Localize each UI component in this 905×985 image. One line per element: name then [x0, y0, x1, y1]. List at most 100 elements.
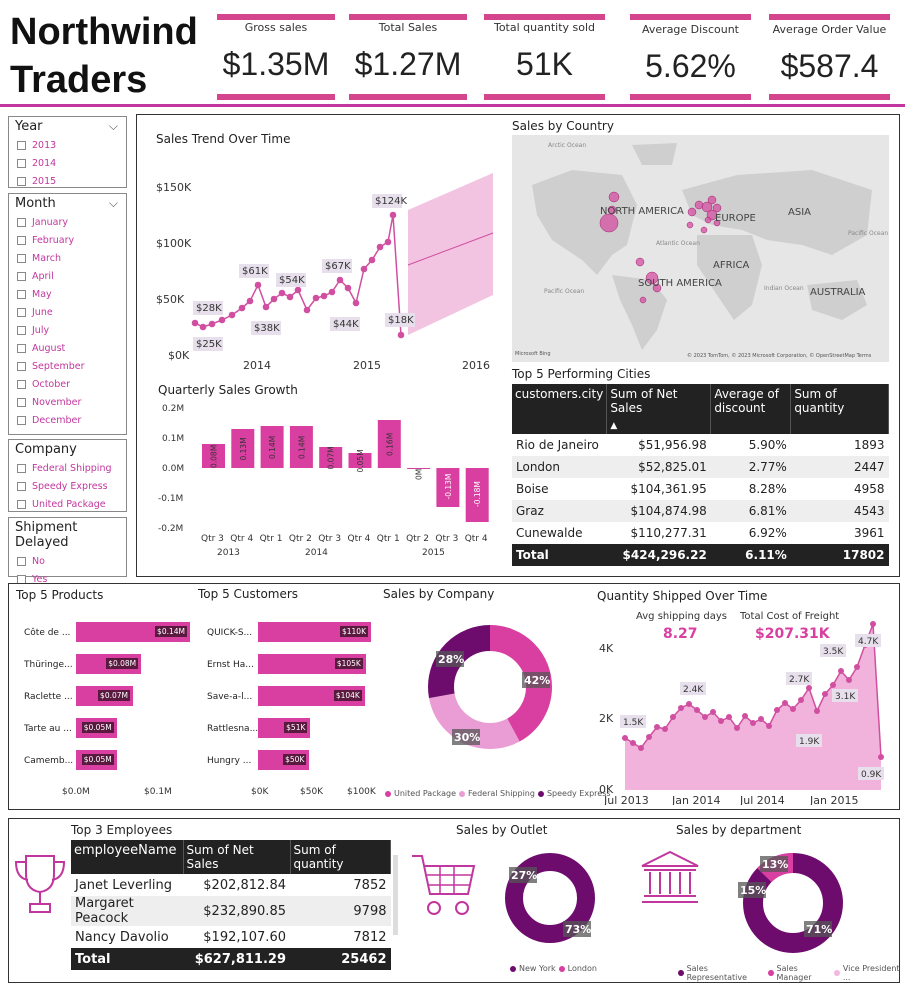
y-tick: 0.1M: [162, 434, 184, 444]
slicer-option[interactable]: May: [9, 285, 126, 303]
table-cell: 1893: [853, 438, 885, 452]
bar[interactable]: $0.05M: [76, 718, 117, 738]
slicer-option[interactable]: 2014: [9, 154, 126, 172]
world-map[interactable]: NORTH AMERICA EUROPE ASIA AFRICA SOUTH A…: [512, 135, 889, 362]
chevron-down-icon[interactable]: ⌵: [108, 196, 118, 210]
slicer-option[interactable]: November: [9, 393, 126, 411]
checkbox[interactable]: [17, 463, 26, 473]
chevron-down-icon[interactable]: ⌵: [108, 119, 118, 133]
legend-label: London: [567, 964, 597, 973]
slicer-option[interactable]: Federal Shipping: [9, 459, 126, 477]
checkbox[interactable]: [17, 271, 26, 281]
slicer-option[interactable]: Speedy Express: [9, 477, 126, 495]
col-header[interactable]: Sum of quantity: [290, 840, 391, 874]
category-label: Hungry ...: [207, 756, 252, 766]
bar[interactable]: $0.14M: [76, 622, 190, 642]
table-scrollbar[interactable]: [393, 855, 398, 935]
slicer-option[interactable]: July: [9, 321, 126, 339]
slicer-company[interactable]: Company Federal Shipping Speedy Express Un…: [8, 439, 127, 512]
slicer-option[interactable]: February: [9, 231, 126, 249]
slicer-option[interactable]: June: [9, 303, 126, 321]
checkbox[interactable]: [17, 235, 26, 245]
region-label: ASIA: [788, 207, 811, 218]
quarter-tick: Qtr 2: [289, 534, 312, 544]
bar[interactable]: $51K: [258, 718, 311, 738]
shipped-point: [726, 714, 732, 720]
col-header[interactable]: Sum of Net Sales: [183, 840, 291, 874]
data-label: 1.5K: [623, 718, 644, 728]
table-row[interactable]: Rio de Janeiro $51,956.98 5.90% 1893: [512, 434, 889, 456]
slicer-year[interactable]: Year ⌵ 2013 2014 2015: [8, 116, 127, 188]
col-header[interactable]: employeeName: [71, 840, 184, 874]
checkbox[interactable]: [17, 361, 26, 371]
checkbox[interactable]: [17, 415, 26, 425]
col-header[interactable]: Sum of quantity: [790, 384, 889, 434]
bar[interactable]: $0.08M: [76, 654, 142, 674]
ocean-label: Pacific Ocean: [544, 288, 584, 295]
slicer-option[interactable]: September: [9, 357, 126, 375]
table-cell: 6.11%: [710, 544, 791, 566]
employees-table: employeeName Sum of Net Sales Sum of qua…: [71, 840, 391, 970]
checkbox[interactable]: [17, 140, 26, 150]
slicer-option[interactable]: 2013: [9, 136, 126, 154]
table-cell: 4958: [853, 482, 885, 496]
data-label: 3.1K: [835, 692, 856, 702]
bar-label: $110K: [339, 626, 368, 637]
bar[interactable]: $0.05M: [76, 750, 117, 770]
col-header[interactable]: Sum of Net Sales ▲: [606, 384, 712, 434]
table-cell: $202,812.84: [203, 877, 286, 893]
bar[interactable]: $105K: [258, 654, 366, 674]
slicer-month[interactable]: Month ⌵ January February March April May June…: [8, 193, 127, 435]
trend-point: [199, 323, 207, 331]
checkbox[interactable]: [17, 499, 26, 509]
checkbox[interactable]: [17, 379, 26, 389]
slicer-option[interactable]: August: [9, 339, 126, 357]
bar-label: $0.07M: [98, 690, 130, 701]
table-row[interactable]: Janet Leverling $202,812.84 7852: [71, 874, 391, 896]
slicer-option[interactable]: December: [9, 411, 126, 429]
bar[interactable]: $0.07M: [76, 686, 133, 706]
col-header[interactable]: Average of discount: [710, 384, 792, 434]
checkbox[interactable]: [17, 158, 26, 168]
table-row[interactable]: Graz $104,874.98 6.81% 4543: [512, 500, 889, 522]
data-label: $61K: [242, 266, 268, 277]
checkbox[interactable]: [17, 176, 26, 186]
trend-point: [320, 292, 328, 300]
region-label: AFRICA: [713, 260, 749, 271]
checkbox[interactable]: [17, 481, 26, 491]
checkbox[interactable]: [17, 325, 26, 335]
checkbox[interactable]: [17, 343, 26, 353]
legend-dot: [834, 970, 840, 976]
sort-ascending-icon[interactable]: ▲: [610, 421, 618, 431]
bar[interactable]: $50K: [258, 750, 310, 770]
slicer-option[interactable]: January: [9, 213, 126, 231]
y-tick: 4K: [599, 642, 614, 655]
slicer-option[interactable]: No: [9, 552, 126, 570]
x-tick: Jan 2015: [809, 794, 858, 805]
checkbox[interactable]: [17, 217, 26, 227]
kpi-value: $1.35M: [222, 46, 330, 82]
checkbox[interactable]: [17, 397, 26, 407]
checkbox[interactable]: [17, 289, 26, 299]
col-header[interactable]: customers.city: [512, 384, 608, 434]
table-row[interactable]: Boise $104,361.95 8.28% 4958: [512, 478, 889, 500]
checkbox[interactable]: [17, 253, 26, 263]
bar[interactable]: $104K: [258, 686, 365, 706]
slicer-option[interactable]: 2015: [9, 172, 126, 190]
table-row[interactable]: Margaret Peacock $232,890.85 9798: [71, 896, 391, 926]
slicer-option[interactable]: United Package: [9, 495, 126, 513]
outlet-legend: New York London: [510, 964, 597, 973]
bar[interactable]: $110K: [258, 622, 371, 642]
slicer-option[interactable]: October: [9, 375, 126, 393]
slicer-shipment-delayed[interactable]: Shipment Delayed No Yes: [8, 517, 127, 585]
table-row[interactable]: London $52,825.01 2.77% 2447: [512, 456, 889, 478]
checkbox[interactable]: [17, 556, 26, 566]
table-row[interactable]: Nancy Davolio $192,107.60 7812: [71, 926, 391, 948]
shipped-area: [625, 624, 881, 790]
bar-label: $0.14M: [155, 626, 187, 637]
table-row[interactable]: Cunewalde $110,277.31 6.92% 3961: [512, 522, 889, 544]
slicer-option[interactable]: March: [9, 249, 126, 267]
data-label-bg: [796, 734, 822, 747]
checkbox[interactable]: [17, 307, 26, 317]
slicer-option[interactable]: April: [9, 267, 126, 285]
